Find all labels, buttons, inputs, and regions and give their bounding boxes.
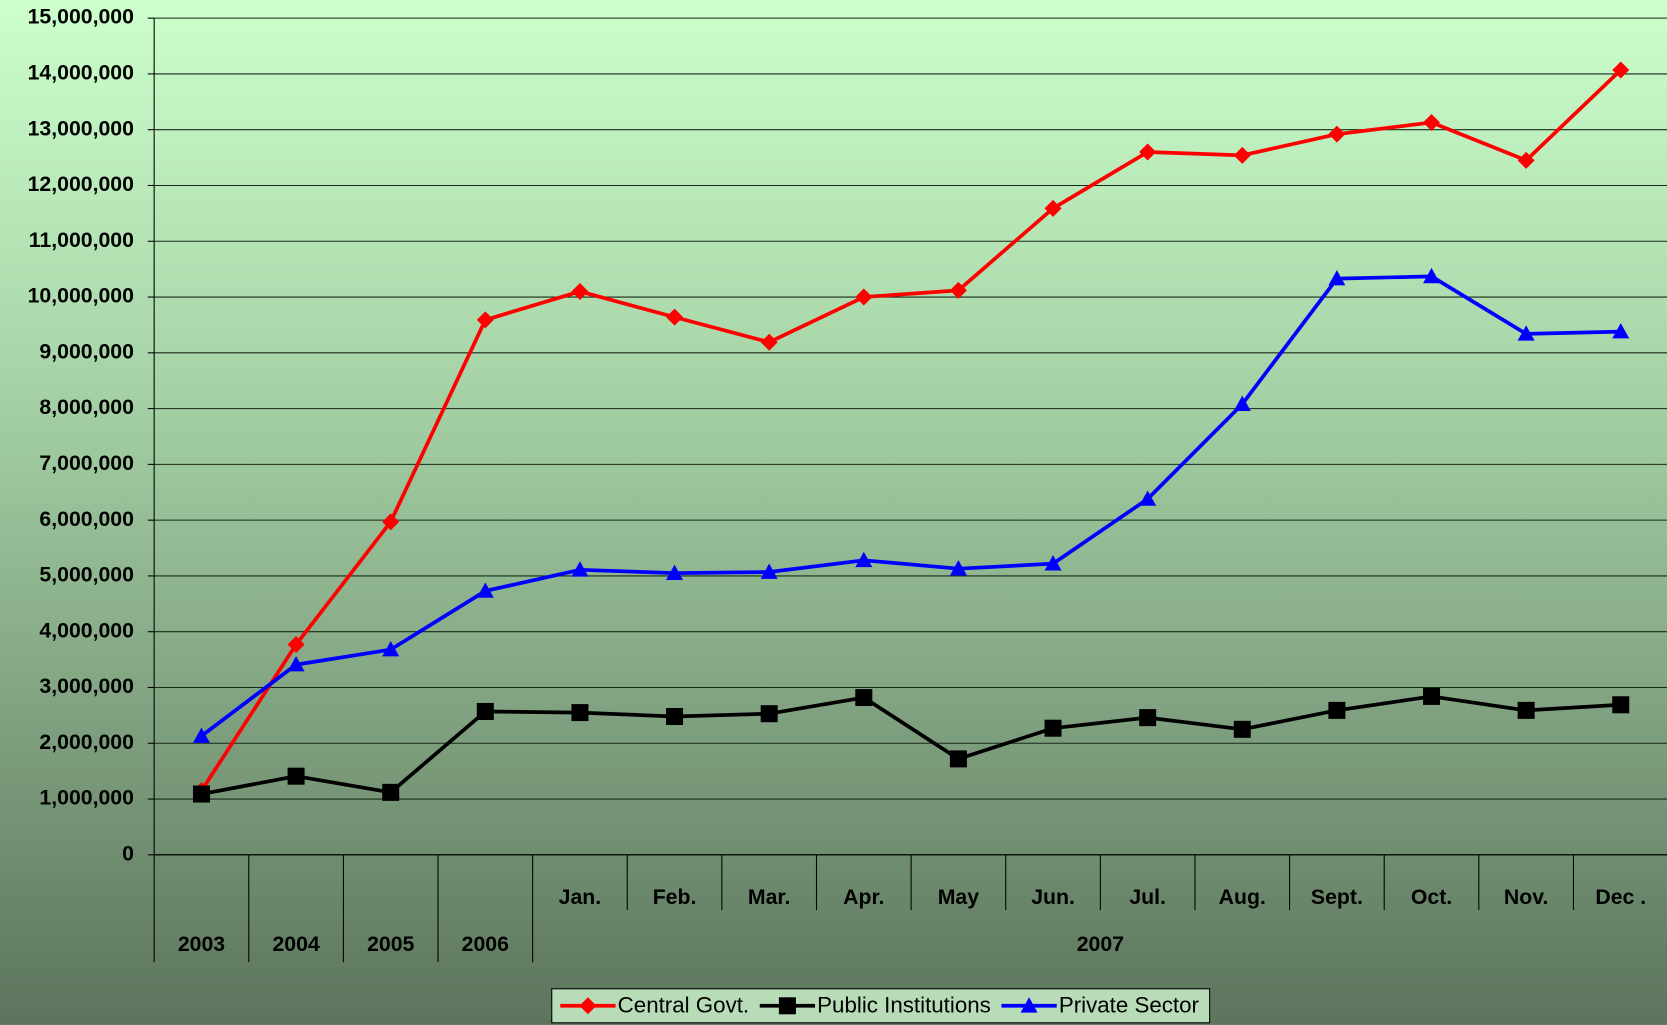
y-tick-label: 13,000,000 bbox=[28, 116, 134, 140]
y-tick-label: 5,000,000 bbox=[39, 563, 134, 587]
x-tick-label: 2005 bbox=[367, 932, 414, 956]
x-tick-label: Sept. bbox=[1311, 885, 1363, 909]
marker bbox=[571, 561, 589, 577]
y-tick-label: 0 bbox=[122, 841, 134, 865]
marker bbox=[1517, 325, 1535, 341]
y-tick-label: 15,000,000 bbox=[28, 5, 134, 29]
marker bbox=[949, 750, 967, 768]
marker bbox=[760, 333, 778, 351]
x-tick-label: 2003 bbox=[178, 932, 225, 956]
y-tick-label: 2,000,000 bbox=[39, 730, 134, 754]
x-tick-label: 2006 bbox=[462, 932, 509, 956]
x-tick-label: Mar. bbox=[748, 885, 791, 909]
y-tick-label: 14,000,000 bbox=[28, 61, 134, 85]
x-tick-label: Jun. bbox=[1031, 885, 1075, 909]
marker bbox=[1044, 719, 1062, 737]
x-tick-label: May bbox=[938, 885, 980, 909]
y-tick-label: 12,000,000 bbox=[28, 172, 134, 196]
marker bbox=[760, 563, 778, 579]
x-tick-label: Jul. bbox=[1129, 885, 1166, 909]
marker bbox=[1139, 490, 1157, 506]
marker bbox=[382, 641, 400, 657]
series-line bbox=[200, 274, 1621, 738]
y-tick-label: 11,000,000 bbox=[29, 228, 134, 252]
y-tick-label: 3,000,000 bbox=[39, 674, 134, 698]
marker bbox=[571, 704, 589, 722]
legend-box bbox=[551, 988, 1211, 1024]
x-tick-label: Dec . bbox=[1595, 885, 1646, 909]
group-label: 2007 bbox=[1077, 932, 1124, 956]
marker bbox=[778, 997, 796, 1015]
series-line bbox=[201, 694, 1621, 796]
x-tick-label: Nov. bbox=[1504, 885, 1548, 909]
marker bbox=[382, 783, 400, 801]
y-tick-label: 8,000,000 bbox=[39, 395, 134, 419]
marker bbox=[476, 582, 494, 598]
marker bbox=[1020, 997, 1038, 1013]
marker bbox=[1044, 199, 1062, 217]
marker bbox=[1517, 151, 1535, 169]
y-tick-label: 7,000,000 bbox=[39, 451, 134, 475]
marker bbox=[192, 727, 210, 743]
marker bbox=[1328, 270, 1346, 286]
marker bbox=[666, 707, 684, 726]
marker bbox=[1233, 395, 1251, 411]
marker bbox=[1423, 267, 1441, 284]
marker bbox=[855, 689, 873, 707]
legend-label: Central Govt. bbox=[618, 993, 749, 1018]
marker bbox=[1139, 709, 1157, 727]
marker bbox=[571, 282, 589, 300]
y-tick-label: 10,000,000 bbox=[28, 284, 134, 308]
marker bbox=[1233, 720, 1251, 738]
marker bbox=[287, 767, 305, 785]
marker bbox=[579, 997, 597, 1015]
marker bbox=[949, 281, 967, 299]
marker bbox=[287, 636, 305, 654]
marker bbox=[1612, 323, 1630, 339]
x-tick-label: 2004 bbox=[272, 932, 319, 956]
marker bbox=[1044, 555, 1062, 571]
y-tick-label: 1,000,000 bbox=[39, 786, 134, 810]
marker bbox=[666, 564, 684, 580]
marker bbox=[760, 705, 778, 723]
marker bbox=[1517, 701, 1535, 719]
marker bbox=[287, 656, 305, 672]
legend-label: Public Institutions bbox=[817, 993, 991, 1018]
legend-label: Private Sector bbox=[1059, 993, 1200, 1018]
marker bbox=[1233, 146, 1251, 164]
y-tick-label: 6,000,000 bbox=[39, 507, 134, 531]
marker bbox=[476, 702, 494, 720]
x-tick-label: Jan. bbox=[559, 885, 602, 909]
marker bbox=[855, 288, 873, 306]
marker bbox=[855, 551, 873, 568]
marker bbox=[1612, 696, 1630, 714]
marker bbox=[1423, 687, 1441, 705]
x-tick-label: Oct. bbox=[1411, 885, 1452, 909]
x-tick-label: Aug. bbox=[1219, 885, 1266, 909]
marker bbox=[476, 311, 494, 329]
series-line bbox=[199, 68, 1623, 792]
y-tick-label: 9,000,000 bbox=[39, 339, 134, 363]
marker bbox=[192, 785, 210, 803]
x-tick-label: Apr. bbox=[843, 885, 884, 909]
marker bbox=[382, 513, 400, 531]
y-tick-label: 4,000,000 bbox=[39, 618, 134, 642]
legend: Central Govt. Public Institutions Private … bbox=[551, 988, 1211, 1024]
marker bbox=[1328, 125, 1346, 143]
marker bbox=[949, 560, 967, 576]
x-tick-label: Feb. bbox=[653, 885, 697, 909]
marker bbox=[1328, 701, 1346, 719]
